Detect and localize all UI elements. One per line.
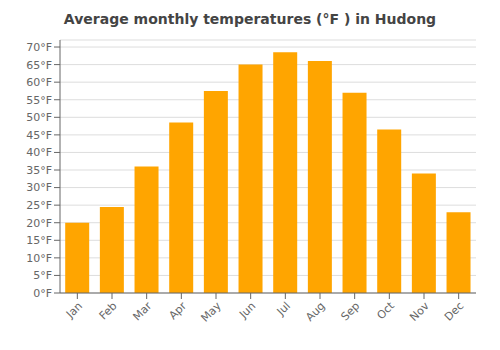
html-text:Average monthly temperatures (: Average monthly temperatures (°F ) in Hu… bbox=[63, 11, 437, 27]
svg-text:Jan: Jan bbox=[63, 299, 85, 321]
svg-text:70°F: 70°F bbox=[26, 41, 52, 54]
svg-text:55°F: 55°F bbox=[26, 94, 52, 107]
svg-text:40°F: 40°F bbox=[26, 146, 52, 159]
svg-text:0°F: 0°F bbox=[33, 287, 52, 300]
svg-text:Mar: Mar bbox=[130, 299, 154, 323]
svg-text:Apr: Apr bbox=[166, 299, 189, 322]
svg-text:Oct: Oct bbox=[374, 299, 397, 322]
svg-text:10°F: 10°F bbox=[26, 252, 52, 265]
svg-text:60°F: 60°F bbox=[26, 76, 52, 89]
svg-text:5°F: 5°F bbox=[33, 269, 52, 282]
svg-text:Aug: Aug bbox=[303, 299, 327, 323]
svg-text:Nov: Nov bbox=[407, 299, 432, 324]
svg-text:Sep: Sep bbox=[338, 299, 362, 323]
svg-text:65°F: 65°F bbox=[26, 59, 52, 72]
svg-text:May: May bbox=[198, 299, 224, 325]
svg-text:45°F: 45°F bbox=[26, 129, 52, 142]
svg-text:Jul: Jul bbox=[274, 299, 293, 318]
svg-text:35°F: 35°F bbox=[26, 164, 52, 177]
svg-text:20°F: 20°F bbox=[26, 217, 52, 230]
svg-text:Dec: Dec bbox=[442, 299, 466, 323]
svg-text:Jun: Jun bbox=[236, 299, 258, 321]
svg-text:15°F: 15°F bbox=[26, 234, 52, 247]
svg-text:Feb: Feb bbox=[97, 299, 120, 322]
svg-text:25°F: 25°F bbox=[26, 199, 52, 212]
svg-text:50°F: 50°F bbox=[26, 111, 52, 124]
svg-text:30°F: 30°F bbox=[26, 181, 52, 194]
